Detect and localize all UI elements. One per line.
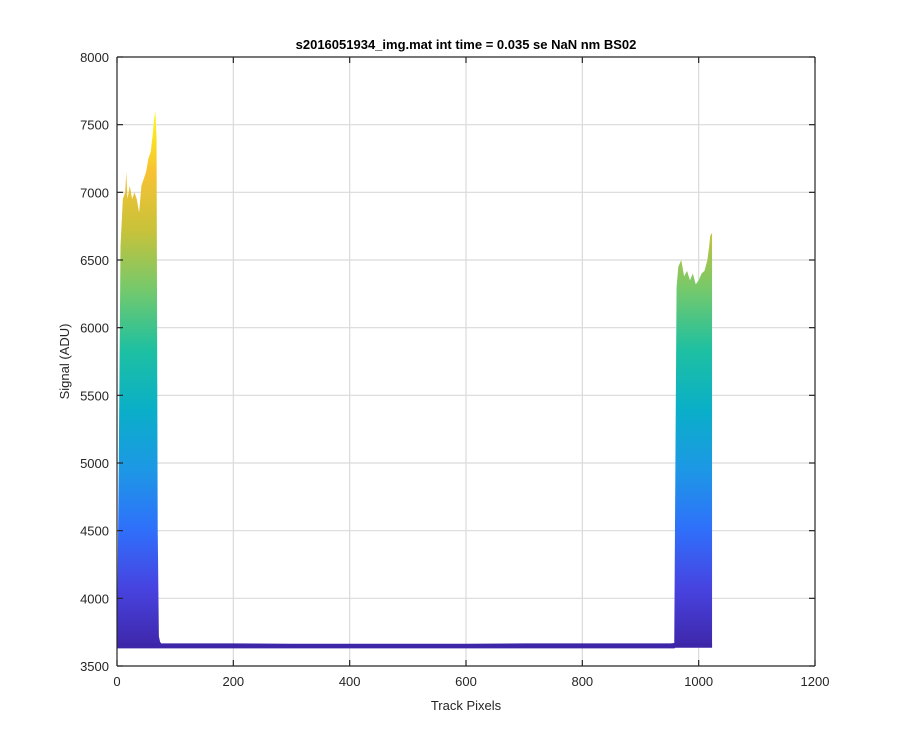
y-tick-label: 6500	[80, 253, 109, 268]
y-tick-label: 7000	[80, 185, 109, 200]
y-tick-label: 7500	[80, 118, 109, 133]
y-tick-label: 4000	[80, 591, 109, 606]
x-tick-label: 400	[339, 674, 361, 689]
y-tick-label: 5000	[80, 456, 109, 471]
y-tick-label: 6000	[80, 321, 109, 336]
x-tick-label: 600	[455, 674, 477, 689]
x-tick-label: 0	[113, 674, 120, 689]
chart-title: s2016051934_img.mat int time = 0.035 se …	[296, 37, 637, 52]
y-tick-label: 5500	[80, 388, 109, 403]
y-tick-label: 3500	[80, 659, 109, 674]
x-tick-label: 1000	[684, 674, 713, 689]
x-axis-label: Track Pixels	[431, 698, 502, 713]
y-tick-label: 4500	[80, 524, 109, 539]
x-tick-label: 200	[222, 674, 244, 689]
y-axis-label: Signal (ADU)	[57, 324, 72, 400]
y-tick-label: 8000	[80, 50, 109, 65]
x-tick-label: 800	[571, 674, 593, 689]
x-tick-label: 1200	[801, 674, 830, 689]
